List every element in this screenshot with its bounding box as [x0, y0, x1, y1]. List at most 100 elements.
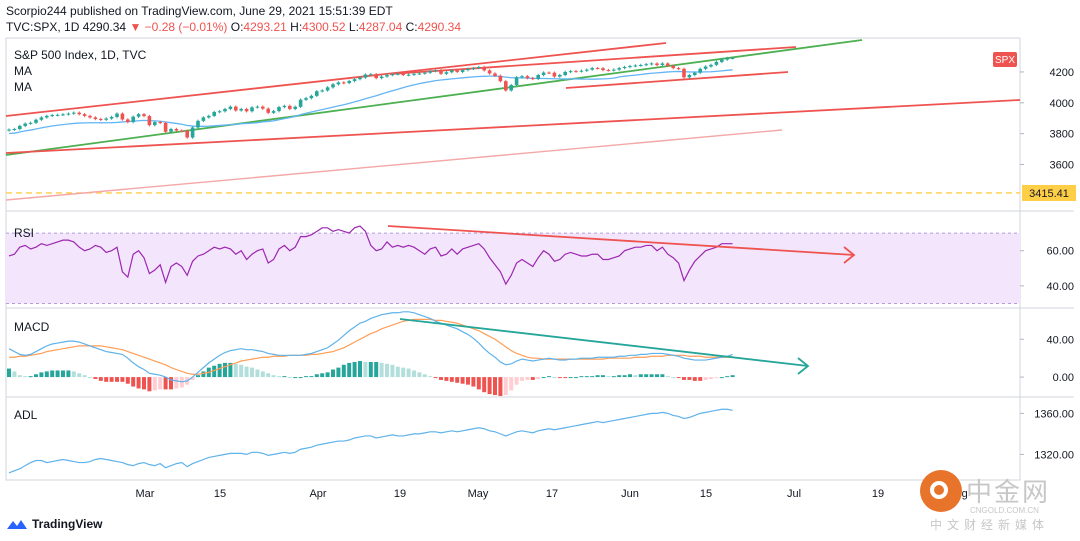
candle [531, 76, 535, 81]
macd-histogram-bar [563, 377, 568, 379]
rsi-y-tick-label: 60.00 [1046, 246, 1074, 258]
price-y-tick-label: 4000 [1050, 98, 1074, 110]
macd-histogram-bar [163, 377, 168, 390]
candle-body [547, 72, 551, 74]
macd-histogram-bar [395, 366, 400, 378]
candle [99, 117, 103, 121]
macd-histogram-bar [115, 377, 119, 382]
macd-histogram-bar [714, 377, 719, 379]
tradingview-logo-icon [7, 520, 27, 529]
candle-body [509, 85, 513, 91]
macd-histogram-bar [255, 369, 260, 378]
candle-body [525, 76, 530, 79]
macd-histogram-bar [196, 375, 200, 378]
tradingview-logo[interactable]: TradingView [6, 517, 102, 531]
macd-histogram-bar [287, 377, 292, 379]
candle-body [50, 115, 54, 117]
candle [223, 107, 227, 113]
rsi-band [6, 233, 1020, 304]
candle [687, 73, 692, 79]
candle [142, 112, 146, 118]
candle-body [439, 70, 443, 74]
candle [298, 98, 303, 109]
candle [34, 118, 38, 125]
adl-line [8, 408, 733, 474]
macd-histogram-bar [379, 362, 384, 378]
candle [282, 104, 287, 109]
macd-line [8, 311, 733, 383]
candle-body [342, 82, 346, 84]
candle [552, 71, 557, 78]
watermark-sub: 中文财经新媒体 [930, 518, 1050, 532]
candle-body [579, 70, 584, 72]
macd-y-tick-label: 0.00 [1053, 372, 1074, 384]
candle [347, 79, 351, 85]
candle-body [180, 130, 184, 132]
candle [455, 69, 459, 74]
candle [212, 110, 216, 118]
macd-histogram-bar [374, 361, 379, 378]
candle-body [293, 106, 297, 109]
candle-body [671, 65, 675, 69]
candle-body [196, 120, 200, 128]
candle-body [120, 113, 125, 120]
rsi-arrow-head [843, 246, 856, 264]
candle-body [244, 108, 249, 112]
candle [88, 114, 92, 119]
watermark-cn: 中金网 [966, 478, 1051, 508]
candle [12, 127, 17, 131]
macd-histogram-bar [82, 375, 87, 378]
candle [217, 110, 222, 114]
candle [169, 127, 173, 134]
candle-body [158, 122, 162, 124]
macd-histogram-bar [23, 376, 28, 378]
macd-histogram-bar [217, 363, 222, 378]
macd-histogram-bar [487, 377, 492, 395]
candle [612, 68, 616, 72]
candle-body [660, 63, 665, 65]
macd-histogram-bar [320, 373, 325, 378]
candle-body [352, 79, 357, 82]
macd-histogram-bar [309, 376, 314, 378]
macd-histogram-bar [77, 373, 82, 378]
macd-histogram-bar [120, 377, 125, 382]
candle [55, 113, 60, 117]
candle-body [250, 107, 254, 112]
candle-body [217, 111, 222, 113]
candle-body [131, 116, 135, 123]
candle [82, 112, 87, 118]
macd-histogram-bar [422, 374, 427, 378]
candle [601, 67, 605, 72]
macd-histogram-bar [12, 371, 17, 378]
candle [471, 66, 476, 71]
rsi-pane-title: RSI [14, 226, 35, 240]
macd-histogram-bar [460, 377, 465, 384]
macd-histogram-bar [271, 375, 276, 378]
macd-histogram-bar [358, 361, 362, 378]
macd-histogram-bar [660, 374, 665, 378]
candle-body [358, 77, 362, 80]
candle-body [331, 84, 335, 88]
candle-body [7, 129, 11, 131]
macd-histogram-bar [390, 364, 395, 378]
candle-body [644, 64, 648, 66]
macd-histogram-bar [239, 364, 244, 378]
macd-histogram-bar [71, 371, 76, 378]
candle [228, 105, 233, 111]
candle [234, 105, 238, 112]
candle [120, 112, 125, 121]
x-tick-label: Apr [309, 488, 326, 500]
candle [574, 69, 578, 73]
candle-body [315, 91, 319, 96]
watermark-en: CNGOLD.COM.CN [970, 506, 1039, 515]
candle [104, 117, 108, 121]
candle-body [444, 72, 449, 74]
candle [266, 107, 270, 115]
candle-body [174, 129, 179, 131]
candle [444, 71, 449, 76]
candle-body [676, 68, 681, 70]
macd-histogram-bar [55, 370, 60, 378]
candle [45, 114, 49, 119]
candle [676, 66, 681, 71]
